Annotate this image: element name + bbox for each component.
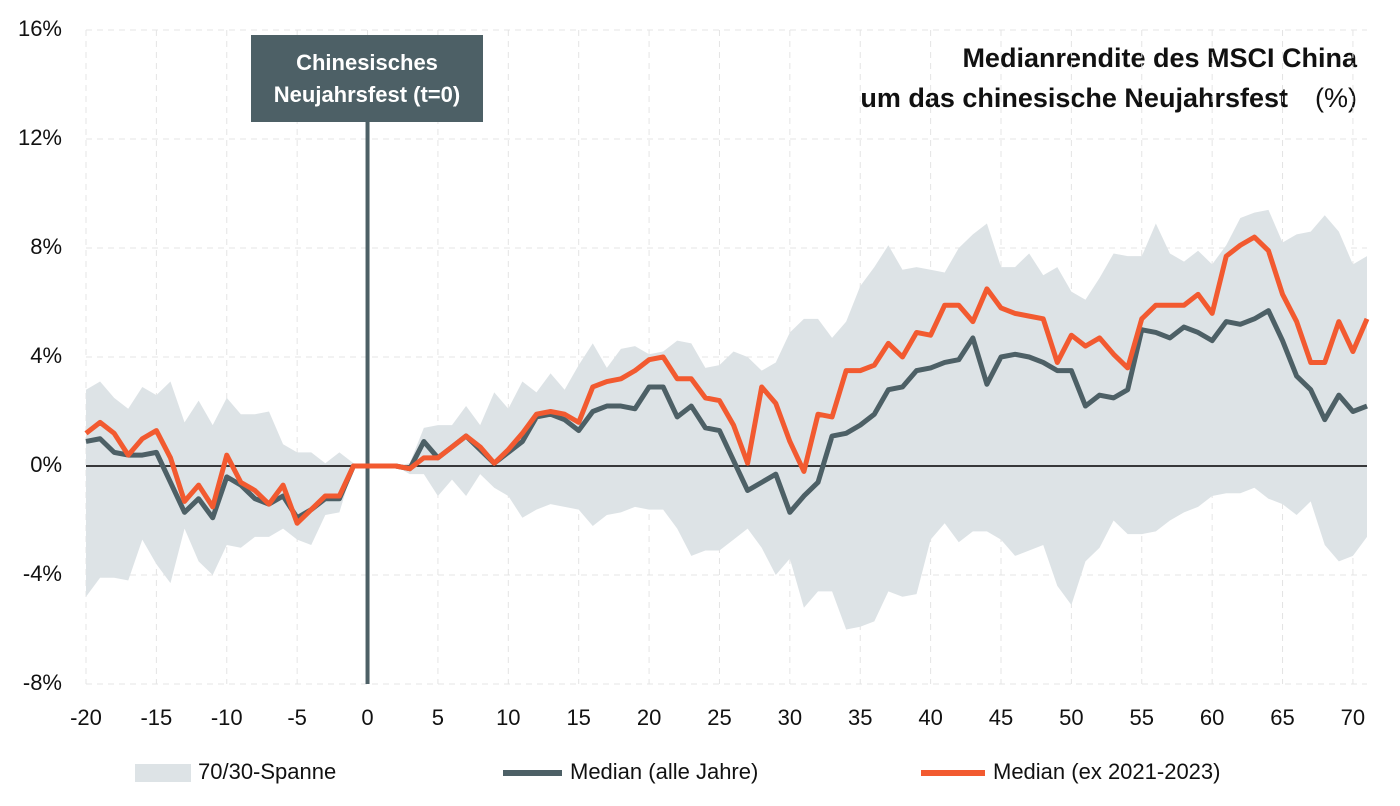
y-tick-label: 8%	[30, 234, 62, 259]
x-tick-label: -5	[287, 705, 307, 730]
x-tick-label: 10	[496, 705, 520, 730]
series-line	[84, 234, 1370, 526]
x-tick-label: 0	[361, 705, 373, 730]
x-tick-label: 30	[778, 705, 802, 730]
x-tick-label: 40	[918, 705, 942, 730]
x-tick-label: 45	[989, 705, 1013, 730]
x-tick-label: 35	[848, 705, 872, 730]
annotation-box	[251, 35, 483, 122]
x-tick-label: 5	[432, 705, 444, 730]
x-tick-label: 65	[1270, 705, 1294, 730]
y-tick-label: 4%	[30, 343, 62, 368]
legend-label: Median (alle Jahre)	[570, 759, 758, 784]
legend-label: 70/30-Spanne	[198, 759, 336, 784]
annotation-text: Neujahrsfest (t=0)	[274, 82, 460, 107]
band-area	[86, 209, 1367, 630]
x-tick-label: -15	[140, 705, 172, 730]
chart-title-line-2: um das chinesische Neujahrsfest	[860, 83, 1288, 113]
annotation-text: Chinesisches	[296, 50, 438, 75]
x-tick-label: 20	[637, 705, 661, 730]
chart-title-unit: (%)	[1315, 83, 1357, 113]
x-tick-label: -10	[211, 705, 243, 730]
x-tick-label: -20	[70, 705, 102, 730]
y-tick-label: -4%	[23, 561, 62, 586]
grid	[85, 29, 1367, 685]
series-line	[85, 308, 1368, 521]
y-tick-label: 12%	[18, 125, 62, 150]
y-tick-label: -8%	[23, 670, 62, 695]
x-tick-label: 25	[707, 705, 731, 730]
y-tick-label: 0%	[30, 452, 62, 477]
legend-swatch	[135, 764, 191, 782]
x-tick-label: 55	[1130, 705, 1154, 730]
legend-label: Median (ex 2021-2023)	[993, 759, 1220, 784]
y-tick-label: 16%	[18, 16, 62, 41]
x-tick-label: 50	[1059, 705, 1083, 730]
chart-title-line-1: Medianrendite des MSCI China	[962, 43, 1358, 73]
x-tick-label: 70	[1341, 705, 1365, 730]
x-tick-label: 60	[1200, 705, 1224, 730]
x-tick-label: 15	[566, 705, 590, 730]
